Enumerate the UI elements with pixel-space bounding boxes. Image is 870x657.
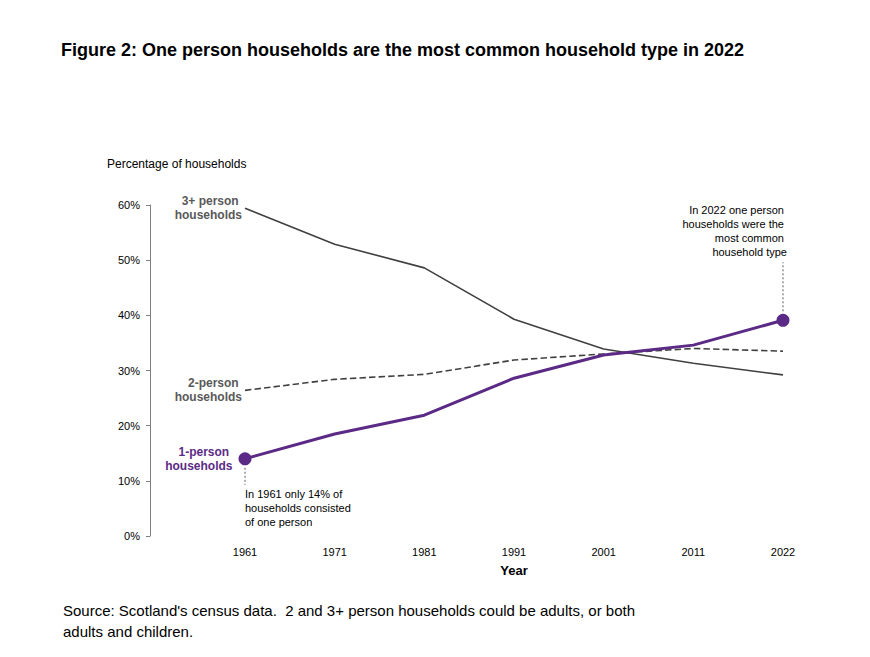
svg-text:10%: 10% xyxy=(118,475,140,487)
svg-text:adults and children.: adults and children. xyxy=(63,623,193,640)
svg-text:Figure 2: One person household: Figure 2: One person households are the … xyxy=(61,40,744,60)
svg-text:1971: 1971 xyxy=(322,546,346,558)
svg-text:most common: most common xyxy=(715,232,787,244)
svg-text:households: households xyxy=(175,208,243,222)
svg-text:20%: 20% xyxy=(118,420,140,432)
svg-text:1981: 1981 xyxy=(412,546,436,558)
svg-text:1991: 1991 xyxy=(502,546,526,558)
svg-text:50%: 50% xyxy=(118,254,140,266)
svg-text:Percentage of households: Percentage of households xyxy=(107,157,246,171)
svg-text:40%: 40% xyxy=(118,309,140,321)
svg-text:In 2022 one person: In 2022 one person xyxy=(689,204,787,216)
svg-text:2022: 2022 xyxy=(771,546,795,558)
svg-text:60%: 60% xyxy=(118,199,140,211)
svg-text:households: households xyxy=(175,390,243,404)
svg-text:households consisted: households consisted xyxy=(245,502,354,514)
svg-text:Source: Scotland's census data: Source: Scotland's census data. 2 and 3+… xyxy=(63,602,639,619)
svg-text:households: households xyxy=(165,459,233,473)
svg-text:household type: household type xyxy=(712,246,787,258)
svg-text:1961: 1961 xyxy=(233,546,257,558)
svg-text:3+ person: 3+ person xyxy=(182,194,242,208)
svg-text:households were the: households were the xyxy=(682,218,787,230)
svg-text:In 1961 only 14% of: In 1961 only 14% of xyxy=(245,488,345,500)
svg-text:2011: 2011 xyxy=(682,546,706,558)
svg-text:2001: 2001 xyxy=(591,546,615,558)
svg-text:30%: 30% xyxy=(118,365,140,377)
svg-text:2-person: 2-person xyxy=(188,376,242,390)
svg-text:1-person: 1-person xyxy=(178,445,232,459)
svg-text:of one person: of one person xyxy=(245,516,312,528)
svg-text:0%: 0% xyxy=(124,530,140,542)
svg-text:Year: Year xyxy=(500,563,527,578)
